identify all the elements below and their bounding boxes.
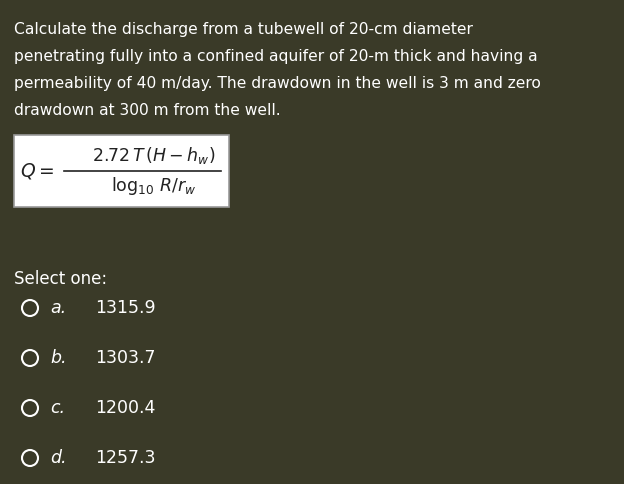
Text: penetrating fully into a confined aquifer of 20-m thick and having a: penetrating fully into a confined aquife… <box>14 49 538 64</box>
Text: d.: d. <box>50 449 67 467</box>
Text: c.: c. <box>50 399 65 417</box>
Text: $2.72\,T\,(H - h_w)$: $2.72\,T\,(H - h_w)$ <box>92 145 216 166</box>
Text: $Q =$: $Q =$ <box>20 161 54 181</box>
Text: Select one:: Select one: <box>14 270 107 288</box>
Text: $\log_{10}\,R/r_w$: $\log_{10}\,R/r_w$ <box>111 175 197 197</box>
Text: 1315.9: 1315.9 <box>95 299 155 317</box>
Bar <box>14 135 229 207</box>
Text: drawdown at 300 m from the well.: drawdown at 300 m from the well. <box>14 103 281 118</box>
Text: permeability of 40 m/day. The drawdown in the well is 3 m and zero: permeability of 40 m/day. The drawdown i… <box>14 76 541 91</box>
Text: 1200.4: 1200.4 <box>95 399 155 417</box>
Text: 1257.3: 1257.3 <box>95 449 155 467</box>
Text: a.: a. <box>50 299 66 317</box>
Text: 1303.7: 1303.7 <box>95 349 155 367</box>
Text: Calculate the discharge from a tubewell of 20-cm diameter: Calculate the discharge from a tubewell … <box>14 22 473 37</box>
Text: b.: b. <box>50 349 67 367</box>
